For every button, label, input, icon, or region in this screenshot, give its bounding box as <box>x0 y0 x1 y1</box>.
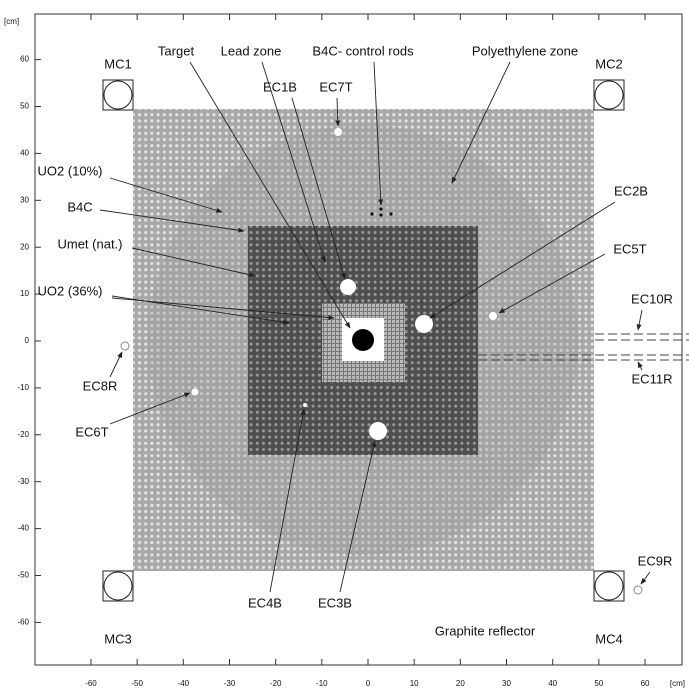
annotation: EC9R <box>638 553 673 568</box>
annotation: Graphite reflector <box>435 623 536 638</box>
annotation: EC10R <box>631 291 673 306</box>
annotation: Umet (nat.) <box>57 236 122 251</box>
annotation: EC7T <box>319 79 352 94</box>
y-tick-label: 40 <box>20 149 29 158</box>
y-tick-label: 50 <box>20 102 29 111</box>
annotation: EC6T <box>75 424 108 439</box>
core-diagram: -60 -50 -40 -30 -20 -10 0 10 20 30 40 50 60 60 50 40 30 2… <box>0 0 689 695</box>
annotation: EC2B <box>614 183 648 198</box>
x-tick-label: 10 <box>410 679 419 688</box>
x-tick-label: 0 <box>366 679 371 688</box>
y-tick-label: -40 <box>17 524 29 533</box>
annotation: MC1 <box>104 56 131 71</box>
annotation: MC2 <box>595 56 622 71</box>
y-unit: [cm] <box>4 17 19 26</box>
channel <box>489 312 497 320</box>
annotation: EC5T <box>613 241 646 256</box>
x-tick-label: 20 <box>456 679 465 688</box>
y-tick-label: 20 <box>20 242 29 251</box>
x-tick-label: -40 <box>178 679 190 688</box>
channel <box>192 389 199 396</box>
annotation: UO2 (36%) <box>37 283 102 298</box>
annotation: Polyethylene zone <box>472 43 578 58</box>
control-rod <box>379 207 382 210</box>
y-tick-label: -50 <box>17 571 29 580</box>
annotation: EC1B <box>263 79 297 94</box>
x-tick-label: -20 <box>270 679 282 688</box>
y-tick-label: -30 <box>17 477 29 486</box>
target <box>352 329 374 351</box>
annotation: B4C <box>67 199 92 214</box>
annotation: EC4B <box>248 595 282 610</box>
x-tick-label: 30 <box>502 679 511 688</box>
y-tick-label: 30 <box>20 195 29 204</box>
y-tick-label: 0 <box>25 336 30 345</box>
channel <box>340 279 356 295</box>
annotation: EC11R <box>632 371 673 386</box>
control-rod <box>379 213 382 216</box>
annotation: Target <box>158 43 195 58</box>
control-rod <box>389 212 392 215</box>
channel <box>369 422 387 440</box>
x-tick-label: 40 <box>548 679 557 688</box>
channel <box>303 403 307 407</box>
annotation: Lead zone <box>221 43 282 58</box>
x-tick-label: 50 <box>594 679 603 688</box>
annotation: UO2 (10%) <box>37 163 102 178</box>
x-unit: [cm] <box>670 679 685 688</box>
annotation: MC4 <box>595 631 622 646</box>
annotation: B4C- control rods <box>312 43 414 58</box>
x-tick-label: -60 <box>85 679 97 688</box>
y-tick-label: -20 <box>17 430 29 439</box>
y-tick-label: -60 <box>17 618 29 627</box>
x-tick-label: -10 <box>316 679 328 688</box>
x-tick-label: -50 <box>131 679 143 688</box>
annotation: EC3B <box>318 595 352 610</box>
y-tick-label: -10 <box>17 383 29 392</box>
channel <box>634 586 642 594</box>
y-tick-label: 60 <box>20 55 29 64</box>
y-tick-label: 10 <box>20 289 29 298</box>
annotation: MC3 <box>104 631 131 646</box>
annotation: EC8R <box>83 378 118 393</box>
channel <box>121 342 129 350</box>
control-rod <box>370 212 373 215</box>
x-tick-label: -30 <box>224 679 236 688</box>
x-tick-label: 60 <box>641 679 650 688</box>
channel <box>334 128 342 136</box>
